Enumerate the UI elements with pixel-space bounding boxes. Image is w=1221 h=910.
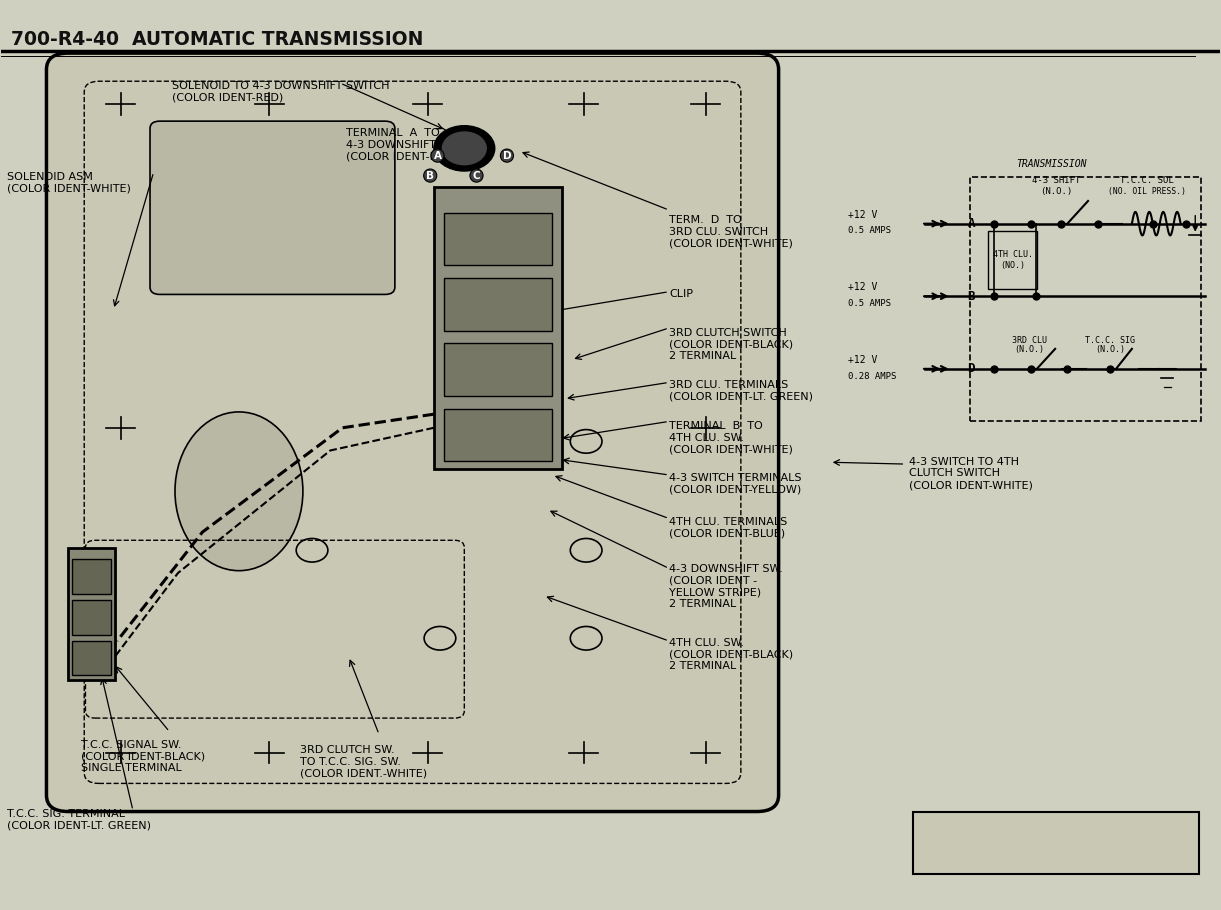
Text: +12 V: +12 V <box>849 355 878 365</box>
Text: 4TH CLU.
(NO.): 4TH CLU. (NO.) <box>993 250 1033 269</box>
Text: 3RD CLU: 3RD CLU <box>1012 337 1048 346</box>
Text: (N.O.): (N.O.) <box>1040 187 1072 196</box>
Text: (N.O.): (N.O.) <box>1015 346 1045 355</box>
Text: B: B <box>426 170 435 180</box>
Text: 0.5 AMPS: 0.5 AMPS <box>849 299 891 308</box>
Text: TERMINAL  A  TO
4-3 DOWNSHIFT SW
(COLOR IDENT-RED): TERMINAL A TO 4-3 DOWNSHIFT SW (COLOR ID… <box>346 128 458 162</box>
Text: T.C.C. SIG: T.C.C. SIG <box>1085 337 1136 346</box>
Bar <box>443 278 552 330</box>
Text: D: D <box>967 362 974 375</box>
Text: D: D <box>503 151 512 161</box>
Bar <box>72 560 111 594</box>
Bar <box>912 813 1199 875</box>
Text: T.C.C. SIGNAL SW.
(COLOR IDENT-BLACK)
SINGLE TERMINAL: T.C.C. SIGNAL SW. (COLOR IDENT-BLACK) SI… <box>81 740 205 774</box>
Text: 0.28 AMPS: 0.28 AMPS <box>849 371 896 380</box>
Text: B: B <box>967 289 974 303</box>
Bar <box>68 549 115 680</box>
Text: 3RD CLUTCH SW.
TO T.C.C. SIG. SW.
(COLOR IDENT.-WHITE): 3RD CLUTCH SW. TO T.C.C. SIG. SW. (COLOR… <box>300 745 427 779</box>
Text: SOLENOID TO 4-3 DOWNSHIFT SWITCH
(COLOR IDENT-RED): SOLENOID TO 4-3 DOWNSHIFT SWITCH (COLOR … <box>172 81 389 103</box>
Bar <box>443 409 552 461</box>
Circle shape <box>442 132 486 165</box>
Ellipse shape <box>175 412 303 571</box>
Text: 3RD CLUTCH SWITCH
(COLOR IDENT-BLACK)
2 TERMINAL: 3RD CLUTCH SWITCH (COLOR IDENT-BLACK) 2 … <box>669 328 794 361</box>
Text: 4-3 SWITCH TO 4TH
CLUTCH SWITCH
(COLOR IDENT-WHITE): 4-3 SWITCH TO 4TH CLUTCH SWITCH (COLOR I… <box>908 457 1033 490</box>
Text: 0.5 AMPS: 0.5 AMPS <box>849 227 891 236</box>
Text: 4-3 SHIFT: 4-3 SHIFT <box>1032 176 1081 185</box>
Text: 4TH CLU. SW.
(COLOR IDENT-BLACK)
2 TERMINAL: 4TH CLU. SW. (COLOR IDENT-BLACK) 2 TERMI… <box>669 638 794 672</box>
Bar <box>988 231 1037 289</box>
Text: SOLENOID ASM
(COLOR IDENT-WHITE): SOLENOID ASM (COLOR IDENT-WHITE) <box>7 172 132 194</box>
Text: T.C.C. SIG. TERMINAL
(COLOR IDENT-LT. GREEN): T.C.C. SIG. TERMINAL (COLOR IDENT-LT. GR… <box>7 809 151 831</box>
Text: C: C <box>473 170 480 180</box>
Text: V-8 GAS "C" & "K" TRUCK
(FEDERAL): V-8 GAS "C" & "K" TRUCK (FEDERAL) <box>985 833 1127 854</box>
Text: TRANSMISSION: TRANSMISSION <box>1016 158 1087 168</box>
FancyBboxPatch shape <box>150 121 394 295</box>
Text: 4-3 DOWNSHIFT SW.
(COLOR IDENT -
YELLOW STRIPE)
2 TERMINAL: 4-3 DOWNSHIFT SW. (COLOR IDENT - YELLOW … <box>669 564 783 609</box>
Text: 3RD CLU. TERMINALS
(COLOR IDENT-LT. GREEN): 3RD CLU. TERMINALS (COLOR IDENT-LT. GREE… <box>669 379 813 401</box>
Bar <box>433 187 562 469</box>
Text: T.C.C. SOL: T.C.C. SOL <box>1120 176 1173 185</box>
Text: +12 V: +12 V <box>849 209 878 219</box>
Bar <box>443 213 552 266</box>
Text: A: A <box>433 151 442 161</box>
Text: 700-R4-40  AUTOMATIC TRANSMISSION: 700-R4-40 AUTOMATIC TRANSMISSION <box>11 30 424 49</box>
Bar <box>72 601 111 634</box>
Text: A: A <box>967 217 974 230</box>
Text: CLIP: CLIP <box>669 289 694 299</box>
Text: 4TH CLU. TERMINALS
(COLOR IDENT-BLUE): 4TH CLU. TERMINALS (COLOR IDENT-BLUE) <box>669 517 788 539</box>
Text: TERM.  D  TO
3RD CLU. SWITCH
(COLOR IDENT-WHITE): TERM. D TO 3RD CLU. SWITCH (COLOR IDENT-… <box>669 216 792 248</box>
Text: TERMINAL  B  TO
4TH CLU. SW.
(COLOR IDENT-WHITE): TERMINAL B TO 4TH CLU. SW. (COLOR IDENT-… <box>669 421 792 455</box>
Bar <box>443 343 552 396</box>
FancyBboxPatch shape <box>46 53 779 812</box>
Text: 4-3 SWITCH TERMINALS
(COLOR IDENT-YELLOW): 4-3 SWITCH TERMINALS (COLOR IDENT-YELLOW… <box>669 473 801 495</box>
Circle shape <box>433 126 495 171</box>
Bar <box>72 641 111 675</box>
Text: (NO. OIL PRESS.): (NO. OIL PRESS.) <box>1107 187 1186 196</box>
Text: +12 V: +12 V <box>849 282 878 292</box>
Text: (N.O.): (N.O.) <box>1095 346 1125 355</box>
